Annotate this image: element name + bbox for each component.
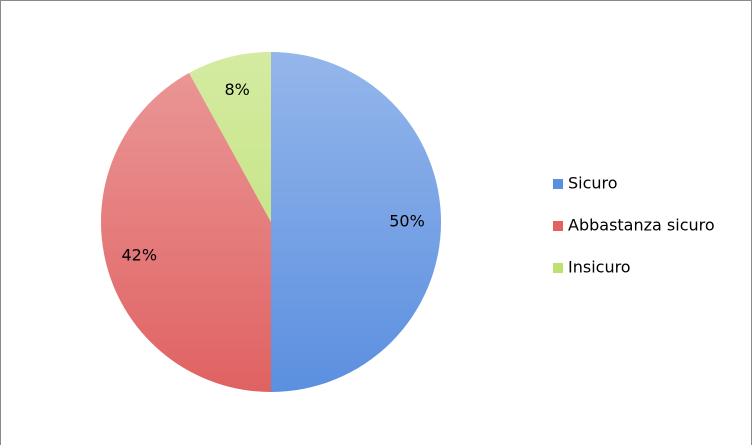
data-label: 42% xyxy=(121,245,157,264)
legend-swatch xyxy=(553,263,563,273)
data-label: 50% xyxy=(389,212,425,231)
legend-label: Insicuro xyxy=(568,258,631,277)
legend-label: Abbastanza sicuro xyxy=(568,216,715,235)
data-label: 8% xyxy=(224,80,249,99)
legend-swatch xyxy=(553,221,563,231)
legend: Sicuro Abbastanza sicuro Insicuro xyxy=(553,174,715,277)
labels: 50% 42% 8% xyxy=(121,80,424,265)
legend-label: Sicuro xyxy=(568,174,618,193)
legend-swatch xyxy=(553,179,563,189)
